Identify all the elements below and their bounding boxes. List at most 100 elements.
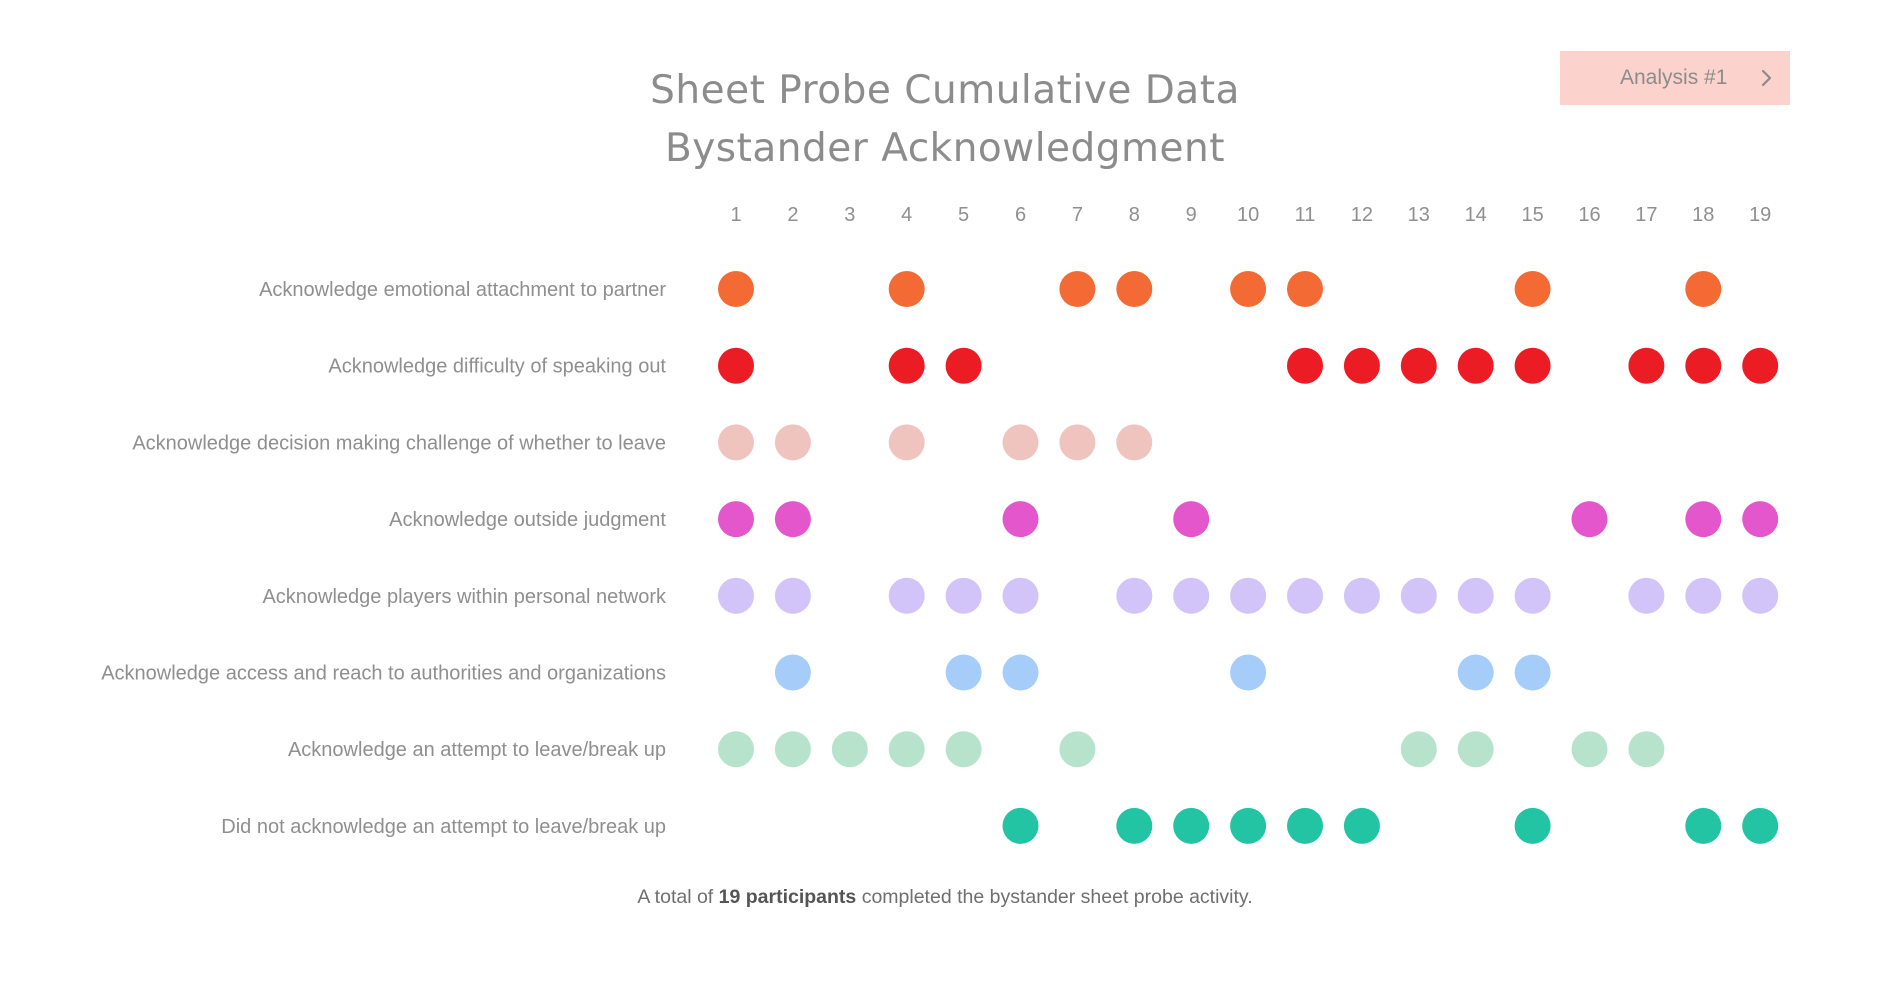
data-dot xyxy=(1002,424,1039,461)
x-tick-label: 17 xyxy=(1635,204,1657,226)
analysis-button-label: Analysis #1 xyxy=(1620,66,1728,89)
x-tick-label: 9 xyxy=(1186,204,1197,226)
x-tick-label: 4 xyxy=(901,204,912,226)
data-dot xyxy=(718,731,754,768)
x-tick-label: 16 xyxy=(1578,204,1600,226)
data-dot xyxy=(718,501,754,538)
data-dot xyxy=(1457,577,1494,614)
x-tick-label: 2 xyxy=(787,204,798,226)
data-dot xyxy=(718,347,754,384)
data-dot xyxy=(1002,577,1039,614)
chart-title: Sheet Probe Cumulative Data xyxy=(650,68,1240,113)
footnote: A total of 19 participants completed the… xyxy=(0,886,1877,909)
x-tick-label: 18 xyxy=(1692,204,1714,226)
data-dot xyxy=(1059,424,1096,461)
analysis-button[interactable]: Analysis #1 xyxy=(1560,51,1790,105)
data-dot xyxy=(1059,271,1096,307)
data-dot xyxy=(1173,501,1210,538)
data-dot xyxy=(1116,271,1153,307)
row-label: Acknowledge access and reach to authorit… xyxy=(101,663,666,685)
data-dot xyxy=(1059,731,1096,768)
data-dot xyxy=(1343,347,1380,384)
data-dot xyxy=(1571,731,1608,768)
data-dot xyxy=(888,424,925,461)
data-dot xyxy=(1287,807,1323,844)
data-dot xyxy=(1116,424,1153,461)
data-dot xyxy=(1287,271,1323,307)
data-dot xyxy=(1457,347,1494,384)
row-label: Acknowledge an attempt to leave/break up xyxy=(288,739,666,761)
data-dot xyxy=(718,271,754,307)
data-dot xyxy=(1400,347,1437,384)
data-dot xyxy=(774,501,811,538)
data-dot xyxy=(1173,577,1210,614)
data-dot xyxy=(1514,271,1551,307)
data-dot xyxy=(1685,271,1722,307)
data-dot xyxy=(888,731,925,768)
data-dot xyxy=(1002,807,1039,844)
x-tick-label: 15 xyxy=(1521,204,1543,226)
data-dot xyxy=(1628,577,1665,614)
x-tick-label: 14 xyxy=(1465,204,1487,226)
data-dot xyxy=(1343,807,1380,844)
footnote-emphasis: 19 participants xyxy=(718,886,857,908)
data-dot xyxy=(1287,577,1323,614)
data-dot xyxy=(945,577,982,614)
data-dot xyxy=(1742,501,1779,538)
data-dot xyxy=(945,347,982,384)
data-dot xyxy=(888,271,925,307)
data-dot xyxy=(1116,807,1153,844)
data-dot xyxy=(945,654,982,691)
x-tick-label: 1 xyxy=(730,204,741,226)
data-dot xyxy=(1742,807,1779,844)
data-dot xyxy=(1457,654,1494,691)
data-dot xyxy=(1400,577,1437,614)
data-dot xyxy=(1742,347,1779,384)
data-dot xyxy=(1628,347,1665,384)
data-dot xyxy=(1343,577,1380,614)
x-tick-label: 6 xyxy=(1015,204,1026,226)
data-dot xyxy=(1685,577,1722,614)
data-dot xyxy=(1571,501,1608,538)
data-dot xyxy=(774,424,811,461)
row-label: Did not acknowledge an attempt to leave/… xyxy=(221,816,666,838)
row-label: Acknowledge players within personal netw… xyxy=(262,586,667,608)
data-dot xyxy=(1230,271,1267,307)
data-dot xyxy=(888,347,925,384)
x-tick-label: 11 xyxy=(1295,204,1316,226)
data-dot xyxy=(774,654,811,691)
data-dot xyxy=(774,731,811,768)
data-dot xyxy=(1685,347,1722,384)
data-dot xyxy=(945,731,982,768)
x-tick-label: 7 xyxy=(1072,204,1083,226)
x-tick-label: 12 xyxy=(1351,204,1373,226)
chart-title-block: Sheet Probe Cumulative Data Bystander Ac… xyxy=(0,62,1877,178)
data-dot xyxy=(1173,807,1210,844)
data-dot xyxy=(1514,654,1551,691)
data-dot xyxy=(1230,807,1267,844)
data-dot xyxy=(1457,731,1494,768)
x-tick-label: 5 xyxy=(958,204,969,226)
x-tick-label: 19 xyxy=(1749,204,1771,226)
x-tick-label: 8 xyxy=(1129,204,1140,226)
x-tick-label: 3 xyxy=(844,204,855,226)
data-dot xyxy=(1287,347,1323,384)
row-label: Acknowledge outside judgment xyxy=(389,509,666,531)
x-tick-label: 10 xyxy=(1237,204,1259,226)
x-tick-label: 13 xyxy=(1408,204,1430,226)
row-label: Acknowledge decision making challenge of… xyxy=(132,432,666,454)
data-dot xyxy=(774,577,811,614)
data-dot xyxy=(718,424,754,461)
footnote-suffix: completed the bystander sheet probe acti… xyxy=(856,886,1253,908)
data-dot xyxy=(1230,577,1267,614)
data-dot xyxy=(1002,501,1039,538)
data-dot xyxy=(1685,501,1722,538)
data-dot xyxy=(1514,577,1551,614)
row-label: Acknowledge difficulty of speaking out xyxy=(328,356,666,378)
chevron-right-icon xyxy=(1761,69,1772,87)
data-dot xyxy=(718,577,754,614)
data-dot xyxy=(1116,577,1153,614)
data-dot xyxy=(1628,731,1665,768)
chart-subtitle: Bystander Acknowledgment xyxy=(664,126,1226,171)
